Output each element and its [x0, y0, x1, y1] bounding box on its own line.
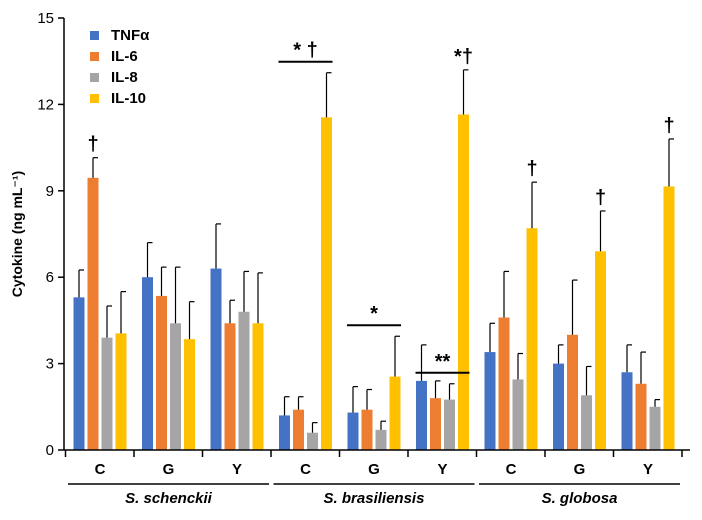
x-tick-label: G: [163, 461, 175, 478]
bar-il10-3: [321, 117, 332, 451]
bar-il10-2: [252, 323, 264, 450]
bar-il8-0: [101, 337, 113, 450]
bar-il8-4: [375, 429, 387, 450]
bar-il8-8: [649, 406, 661, 450]
bar-il6-0: [87, 177, 99, 450]
group-label: S. globosa: [542, 490, 618, 507]
y-tick-label: 0: [46, 442, 54, 459]
legend-swatch: [90, 52, 99, 61]
significance-marker: †: [87, 134, 98, 156]
significance-marker: †: [526, 158, 537, 180]
bar-tnf-0: [73, 297, 85, 450]
bar-il8-7: [581, 395, 592, 450]
bar-il10-6: [526, 228, 538, 450]
bar-tnf-3: [279, 415, 290, 450]
group-label: S. brasiliensis: [324, 490, 425, 507]
y-tick-label: 6: [46, 269, 54, 286]
bar-il10-4: [389, 376, 401, 450]
x-tick-label: C: [95, 461, 106, 478]
bar-tnf-6: [484, 352, 496, 450]
x-tick-label: G: [368, 461, 380, 478]
significance-marker: * †: [293, 40, 317, 62]
bar-tnf-7: [553, 363, 564, 450]
bar-il10-7: [595, 251, 606, 450]
x-tick-label: G: [574, 461, 586, 478]
significance-marker: †: [663, 115, 674, 137]
significance-marker: *: [370, 303, 378, 325]
bar-il6-8: [635, 383, 647, 450]
bar-il6-5: [430, 398, 441, 450]
x-tick-label: Y: [437, 461, 447, 478]
y-tick-label: 12: [37, 96, 54, 113]
bar-il6-1: [156, 295, 167, 450]
significance-marker: †: [595, 187, 606, 209]
bar-tnf-2: [210, 268, 222, 450]
bar-tnf-5: [416, 380, 427, 450]
bar-il6-6: [498, 317, 510, 450]
bar-il10-1: [184, 339, 195, 450]
bar-il6-7: [567, 334, 578, 450]
bar-tnf-1: [142, 277, 153, 450]
legend-swatch: [90, 73, 99, 82]
legend-swatch: [90, 31, 99, 40]
bar-il10-0: [115, 333, 127, 450]
x-tick-label: Y: [643, 461, 653, 478]
y-axis-title: Cytokine (ng mL⁻¹): [9, 171, 25, 297]
axes-layer: 0 3 6 9 12 15 C G Y C G Y C G Y S. schenckii S. brasilie…: [9, 10, 690, 507]
bar-il6-4: [361, 409, 373, 450]
bar-il8-5: [444, 399, 455, 450]
significance-marker: *†: [454, 46, 473, 68]
y-tick-label: 15: [37, 10, 54, 27]
legend-label: TNFα: [111, 27, 150, 44]
bar-il8-1: [170, 323, 181, 450]
annotations-layer: †* †****††††: [87, 40, 675, 374]
x-tick-label: C: [300, 461, 311, 478]
bar-il8-2: [238, 311, 250, 450]
y-tick-label: 9: [46, 183, 54, 200]
bar-il10-5: [458, 114, 469, 450]
bar-il6-2: [224, 323, 236, 450]
significance-marker: **: [435, 351, 451, 373]
x-tick-label: C: [506, 461, 517, 478]
y-tick-label: 3: [46, 356, 54, 373]
x-tick-label: Y: [232, 461, 242, 478]
bar-tnf-8: [621, 372, 633, 450]
bar-il8-6: [512, 379, 524, 450]
legend-label: IL-8: [111, 69, 138, 86]
legend-label: IL-10: [111, 90, 146, 107]
legend-swatch: [90, 94, 99, 103]
bar-il10-8: [663, 186, 675, 451]
bar-tnf-4: [347, 412, 359, 450]
bar-il8-3: [307, 432, 318, 450]
group-label: S. schenckii: [125, 490, 213, 507]
bar-il6-3: [293, 409, 304, 450]
bars-layer: [73, 69, 675, 451]
legend: TNFα IL-6 IL-8 IL-10: [90, 27, 150, 107]
legend-label: IL-6: [111, 48, 138, 65]
